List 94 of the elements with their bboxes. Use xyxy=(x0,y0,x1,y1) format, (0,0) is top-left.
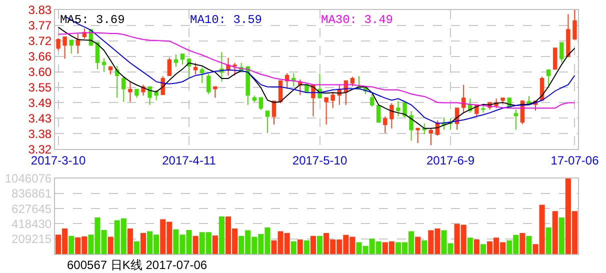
bar xyxy=(127,228,133,254)
bar xyxy=(108,236,114,254)
candlestick xyxy=(226,57,230,76)
candlestick xyxy=(148,86,152,106)
candlestick xyxy=(265,110,270,134)
bar xyxy=(218,216,224,254)
bar xyxy=(415,236,421,254)
text: MA30: 3.49 xyxy=(321,13,394,27)
candlestick xyxy=(566,14,570,58)
y-tick-label: 3.55 xyxy=(28,80,52,94)
y-tick-label: 3.38 xyxy=(28,126,52,141)
candlestick xyxy=(220,52,224,82)
candlestick xyxy=(180,54,185,66)
candlestick xyxy=(546,70,551,87)
candlestick xyxy=(500,98,505,105)
candlestick xyxy=(330,91,335,109)
candlestick xyxy=(246,65,250,106)
x-tick-label: 2017-4-11 xyxy=(162,153,216,168)
candlestick xyxy=(409,110,414,142)
candlestick xyxy=(461,84,466,114)
y-tick-label: 3.66 xyxy=(28,50,52,64)
y-tick-label: 3.43 xyxy=(28,111,52,126)
bar xyxy=(192,236,198,254)
bar xyxy=(422,240,428,254)
candlestick xyxy=(324,97,328,126)
bar xyxy=(520,233,526,254)
candlestick xyxy=(258,97,264,111)
candlestick xyxy=(193,62,198,75)
candlestick xyxy=(422,122,426,135)
candlestick xyxy=(115,65,120,98)
x-tick-label: 2017-6-9 xyxy=(426,153,475,168)
candlestick xyxy=(252,95,256,102)
candlestick xyxy=(272,100,276,126)
bar xyxy=(212,235,218,254)
x-tick-label: 2017-5-10 xyxy=(292,153,348,168)
bar xyxy=(310,236,316,254)
candlestick xyxy=(232,62,237,76)
candlestick xyxy=(154,89,158,101)
candlestick xyxy=(383,116,388,134)
candlestick xyxy=(376,104,381,124)
candlestick xyxy=(396,100,400,117)
bar xyxy=(552,211,558,254)
bar xyxy=(134,241,140,254)
candlestick xyxy=(69,40,74,54)
candlestick xyxy=(174,54,178,68)
candlestick xyxy=(102,58,106,73)
line-series xyxy=(58,26,576,129)
candlestick xyxy=(298,79,302,96)
text: 600567 日K线 2017-07-06 xyxy=(67,258,208,272)
bar xyxy=(290,241,296,254)
candlestick xyxy=(350,76,355,87)
candlestick xyxy=(553,48,558,70)
candlestick xyxy=(481,104,486,114)
bar xyxy=(474,239,480,254)
y-tick-label: 3.83 xyxy=(28,3,52,18)
y-tick-label: 3.60 xyxy=(28,65,52,80)
candlestick xyxy=(370,93,374,108)
bar xyxy=(546,228,552,254)
text: MA10: 3.59 xyxy=(190,13,262,27)
candlestick xyxy=(428,128,434,146)
bar xyxy=(316,236,323,254)
candlestick xyxy=(560,42,564,63)
x-tick-label: 17-07-06 xyxy=(550,153,600,168)
y-tick-label: 3.72 xyxy=(28,34,52,48)
bar xyxy=(297,239,303,254)
y-tick-label: 3.49 xyxy=(28,96,52,110)
candlestick xyxy=(56,38,60,51)
candlestick xyxy=(292,72,296,87)
candlestick xyxy=(572,10,577,41)
bar xyxy=(480,244,486,254)
candlestick xyxy=(62,36,67,60)
candlestick xyxy=(122,76,126,102)
candlestick xyxy=(167,57,172,76)
candlestick xyxy=(76,34,80,54)
line-series xyxy=(58,32,576,109)
candlestick xyxy=(416,128,420,144)
candlestick xyxy=(95,42,100,70)
candlestick xyxy=(134,88,139,98)
bar xyxy=(558,217,564,254)
candlestick xyxy=(108,65,113,75)
candlestick xyxy=(200,67,204,84)
candlestick xyxy=(128,80,132,102)
candlestick xyxy=(186,58,192,79)
bar xyxy=(68,236,74,254)
bar xyxy=(304,240,310,254)
candlestick xyxy=(514,109,518,130)
y-tick-label: 3.77 xyxy=(28,18,52,33)
candlestick xyxy=(402,102,407,118)
bar xyxy=(526,236,532,254)
bar xyxy=(140,233,146,254)
bar xyxy=(467,238,473,254)
candlestick xyxy=(390,102,394,129)
candlestick xyxy=(206,73,211,94)
candlestick xyxy=(213,86,218,98)
